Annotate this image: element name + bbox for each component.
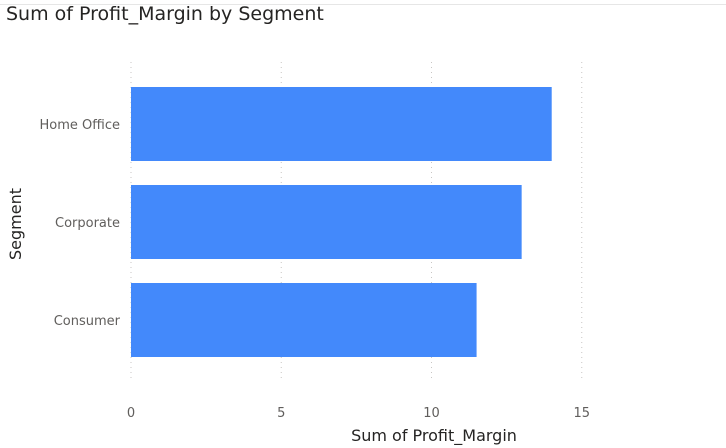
bar-home-office[interactable] — [131, 87, 552, 161]
y-tick-label: Corporate — [55, 216, 120, 231]
chart-title: Sum of Profit_Margin by Segment — [6, 3, 324, 25]
x-tick-label: 10 — [423, 406, 440, 421]
bar-consumer[interactable] — [131, 283, 477, 357]
x-tick-label: 5 — [277, 406, 285, 421]
y-tick-label: Consumer — [54, 314, 121, 329]
y-tick-label: Home Office — [40, 118, 120, 133]
x-tick-label: 0 — [127, 406, 135, 421]
top-rule — [0, 4, 726, 5]
bar-corporate[interactable] — [131, 185, 522, 259]
x-axis-title: Sum of Profit_Margin — [351, 426, 517, 446]
y-axis-title: Segment — [6, 188, 25, 260]
x-tick-label: 15 — [573, 406, 590, 421]
